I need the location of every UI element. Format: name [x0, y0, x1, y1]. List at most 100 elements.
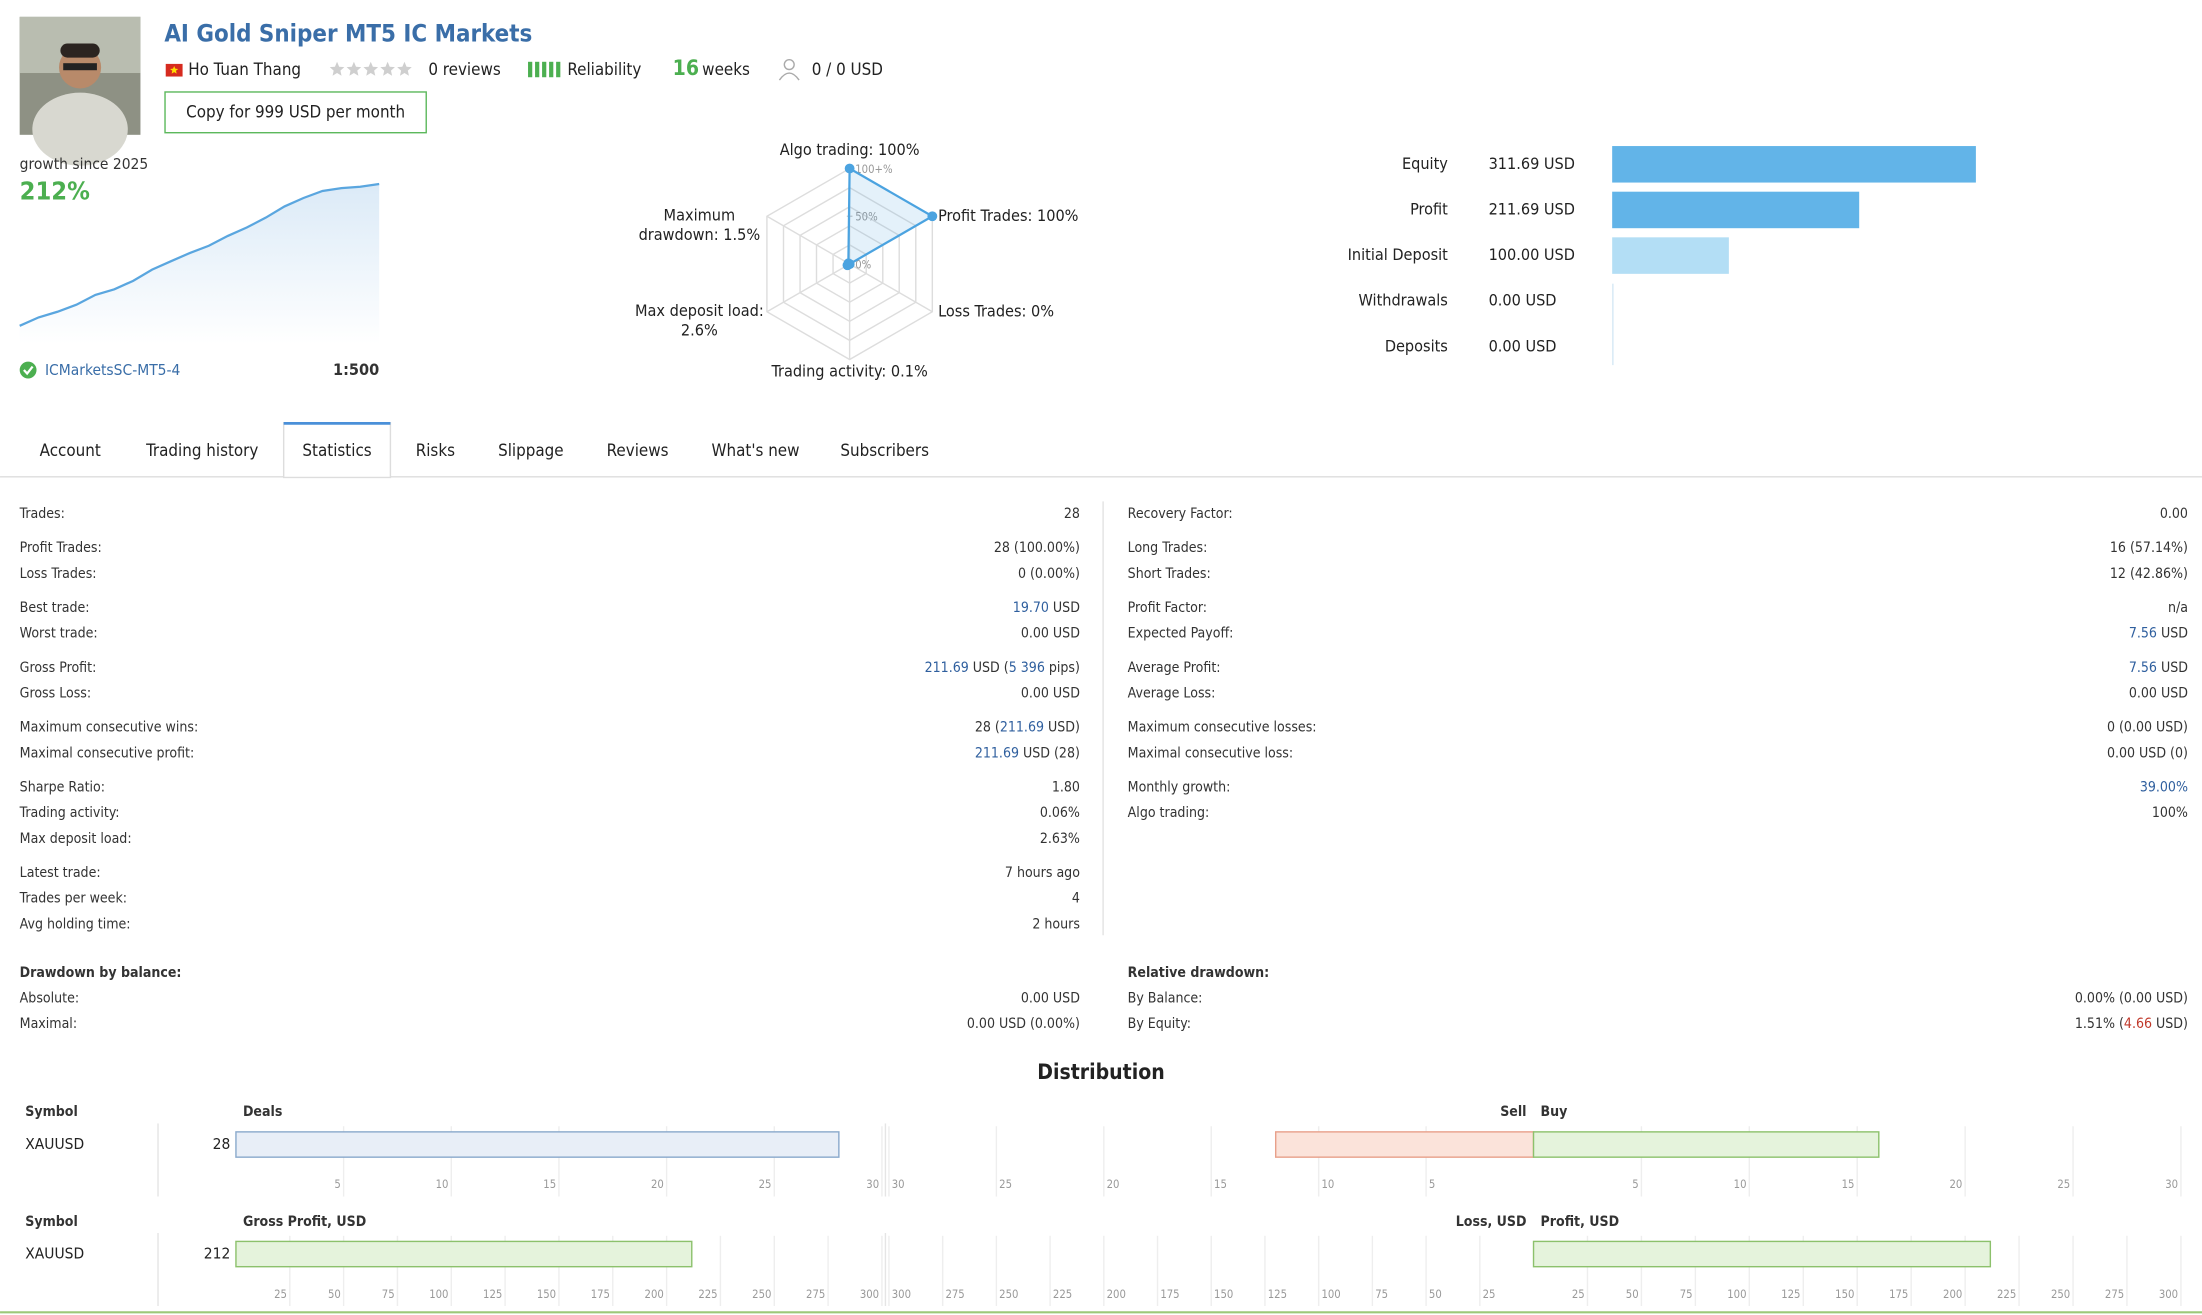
distribution-title: Distribution [1037, 1059, 1164, 1084]
x-tick-label: 150 [1835, 1288, 1854, 1301]
stat-value: 7.56 USD [2129, 660, 2188, 676]
growth-label: growth since 2025 [20, 155, 149, 173]
tab[interactable]: Risks [416, 440, 455, 460]
symbol: XAUUSD [25, 1135, 84, 1153]
growth-line [19, 182, 380, 327]
stat-label: Maximum consecutive wins: [20, 720, 199, 736]
bar-label: Initial Deposit [1348, 245, 1449, 264]
value-highlight: 4.66 [2124, 1016, 2152, 1032]
radar-label: Max deposit load: 2.6% [634, 300, 764, 340]
weeks-count: 16 [673, 55, 699, 80]
x-tick-label: 200 [1943, 1288, 1962, 1301]
flag-star [170, 66, 179, 74]
stat-label: Loss Trades: [20, 566, 97, 582]
value-link: 39.00% [2140, 779, 2188, 795]
bar-negative [1274, 1131, 1535, 1158]
stat-label: Avg holding time: [20, 916, 131, 932]
tab[interactable]: Trading history [145, 440, 258, 460]
x-tick-label: 20 [1949, 1178, 1962, 1191]
stat-label: Max deposit load: [20, 831, 132, 847]
bar-positive [1532, 1240, 1992, 1268]
x-tick-label: 15 [1842, 1178, 1855, 1191]
value-part: 1.80 [1052, 779, 1080, 795]
value-part: 0 (0.00 USD) [2107, 720, 2188, 736]
value-part: 12 (42.86%) [2110, 566, 2188, 582]
x-tick-label: 125 [1268, 1288, 1287, 1301]
stat-label: Average Profit: [1128, 660, 1221, 676]
x-tick-label: 225 [1997, 1288, 2016, 1301]
x-tick-label: 225 [698, 1288, 717, 1301]
stat-label: Trading activity: [19, 805, 120, 821]
radar-tick-label: 100+% [855, 163, 893, 176]
stat-label: Monthly growth: [1128, 779, 1231, 795]
stat-label: Short Trades: [1128, 566, 1211, 582]
stat-label: Average Loss: [1128, 685, 1216, 701]
value-part: 4 [1072, 891, 1080, 907]
x-tick-label: 30 [866, 1178, 879, 1191]
tab[interactable]: Subscribers [840, 440, 929, 460]
value-part: 2 hours [1032, 916, 1080, 932]
copy-button[interactable] [164, 91, 427, 134]
growth-area [19, 183, 380, 345]
value-link: 7.56 [2129, 660, 2157, 676]
x-tick-label: 20 [651, 1178, 664, 1191]
x-tick-label: 75 [382, 1288, 395, 1301]
bar-value: 311.69 USD [1489, 154, 1575, 173]
value-part: n/a [2168, 600, 2188, 616]
tab[interactable]: Account [40, 440, 101, 460]
rating-star [346, 61, 362, 76]
value-link: 211.69 [975, 745, 1019, 761]
x-tick-label: 200 [645, 1288, 664, 1301]
x-tick-label: 50 [328, 1288, 341, 1301]
stat-label: Gross Profit: [20, 660, 97, 676]
tab[interactable]: Slippage [498, 440, 564, 460]
stat-value: 0.00 USD [1021, 685, 1080, 701]
stat-value: 0.00 USD (0.00%) [967, 1016, 1080, 1032]
stat-label: Maximal consecutive loss: [1128, 745, 1293, 761]
bar-label: Deposits [1385, 336, 1448, 355]
x-tick-label: 275 [806, 1288, 825, 1301]
stat-value: 0.06% [1040, 805, 1080, 821]
stat-value: 0.00 USD [1021, 990, 1080, 1006]
column-header: Gross Profit, USD [243, 1214, 366, 1230]
stat-label: Trades: [19, 506, 65, 522]
tab[interactable]: What's new [712, 440, 800, 460]
reviews-count: 0 reviews [428, 59, 501, 79]
stat-label: Long Trades: [1128, 540, 1208, 556]
radar-tick-label: 0% [855, 258, 871, 271]
stat-label: By Equity: [1128, 1016, 1191, 1032]
rating-star [380, 61, 395, 76]
value-part: 0.00 USD [1021, 990, 1080, 1006]
x-tick-label: 25 [999, 1178, 1012, 1191]
radar-point [843, 258, 854, 269]
rating-star [329, 61, 345, 76]
value-part: pips) [1045, 660, 1080, 676]
value-part: 7 hours ago [1005, 865, 1080, 881]
x-tick-label: 175 [1160, 1288, 1179, 1301]
column-header: Buy [1541, 1104, 1568, 1120]
x-tick-label: 5 [1429, 1178, 1435, 1191]
x-tick-label: 50 [1429, 1288, 1442, 1301]
x-tick-label: 150 [537, 1288, 556, 1301]
stat-label: Maximum consecutive losses: [1128, 720, 1317, 736]
x-tick-label: 15 [543, 1178, 556, 1191]
stat-value: n/a [2168, 600, 2188, 616]
value-part: USD) [1044, 720, 1080, 736]
bar [235, 1240, 693, 1268]
stat-value: 211.69 USD (5 396 pips) [925, 660, 1080, 676]
column-header: Sell [1500, 1104, 1526, 1120]
stat-label: Maximal consecutive profit: [20, 745, 195, 761]
stat-label: Worst trade: [20, 626, 98, 642]
stat-value: 0.00 USD [1021, 626, 1080, 642]
x-tick-label: 50 [1626, 1288, 1639, 1301]
x-tick-label: 300 [2159, 1288, 2178, 1301]
avatar-body [32, 92, 128, 166]
verified-icon [19, 361, 37, 379]
weeks-label: weeks [702, 59, 750, 79]
stat-value: 0.00% (0.00 USD) [2075, 990, 2188, 1006]
tab[interactable]: Reviews [607, 440, 669, 460]
value-part: 28 [1064, 506, 1080, 522]
x-tick-label: 100 [429, 1288, 448, 1301]
x-tick-label: 125 [483, 1288, 502, 1301]
value-part: 0.00 USD [2129, 685, 2188, 701]
